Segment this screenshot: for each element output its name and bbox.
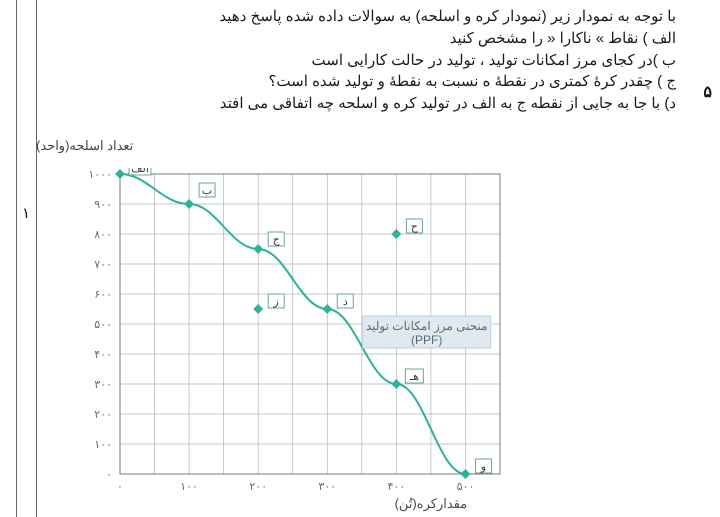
y-axis-title: تعداد اسلحه(واحد) bbox=[36, 138, 133, 154]
svg-text:منحنی مرز امکانات تولید: منحنی مرز امکانات تولید bbox=[366, 319, 488, 333]
question-intro: با توجه به نمودار زیر (نمودار کره و اسلح… bbox=[219, 6, 676, 28]
svg-text:۷۰۰: ۷۰۰ bbox=[94, 259, 112, 271]
ppf-chart-svg: ۰ ۱۰۰ ۲۰۰ ۳۰۰ ۴۰۰ ۵۰۰ ۰ ۱۰۰ ۲۰۰ ۳۰۰ ۴۰۰ ۵۰۰ ۶۰۰ ۷۰۰ ۸۰… bbox=[60, 168, 530, 516]
question-part-c: ج ) چقدر کرهٔ کمتری در نقطهٔ ه نسبت به ن… bbox=[219, 71, 676, 93]
svg-text:۱۰۰: ۱۰۰ bbox=[94, 439, 112, 451]
svg-text:۱۰۰: ۱۰۰ bbox=[180, 481, 198, 493]
vertical-rule bbox=[16, 0, 17, 517]
question-part-b: ب )در کجای مرز امکانات تولید ، تولید در … bbox=[219, 50, 676, 72]
svg-text:(PPF): (PPF) bbox=[411, 333, 442, 347]
svg-text:۱۰۰۰: ۱۰۰۰ bbox=[88, 169, 112, 181]
svg-text:۵۰۰: ۵۰۰ bbox=[457, 481, 475, 493]
svg-text:مقدارکره(تُن): مقدارکره(تُن) bbox=[395, 496, 468, 512]
svg-text:ز: ز bbox=[273, 296, 279, 308]
svg-text:هـ: هـ bbox=[409, 371, 419, 383]
svg-text:ح: ح bbox=[411, 221, 419, 233]
svg-text:۴۰۰: ۴۰۰ bbox=[387, 481, 405, 493]
ppf-chart: ۰ ۱۰۰ ۲۰۰ ۳۰۰ ۴۰۰ ۵۰۰ ۰ ۱۰۰ ۲۰۰ ۳۰۰ ۴۰۰ ۵۰۰ ۶۰۰ ۷۰۰ ۸۰… bbox=[60, 168, 530, 516]
svg-text:ج: ج bbox=[273, 234, 281, 246]
svg-text:۰: ۰ bbox=[106, 469, 112, 481]
svg-text:۵۰۰: ۵۰۰ bbox=[94, 319, 112, 331]
question-part-a: الف ) نقاط » ناکارا « را مشخص کنید bbox=[219, 28, 676, 50]
svg-text:۶۰۰: ۶۰۰ bbox=[94, 289, 112, 301]
svg-text:الف: الف bbox=[131, 168, 149, 175]
svg-text:۲۰۰: ۲۰۰ bbox=[249, 481, 267, 493]
question-part-d: د) با جا به جایی از نقطه ج به الف در تول… bbox=[219, 93, 676, 115]
question-score: ۱ bbox=[22, 204, 30, 222]
question-number: ۵ bbox=[703, 82, 712, 102]
svg-text:۳۰۰: ۳۰۰ bbox=[318, 481, 336, 493]
svg-text:۸۰۰: ۸۰۰ bbox=[94, 229, 112, 241]
svg-text:۴۰۰: ۴۰۰ bbox=[94, 349, 112, 361]
page-root: ۵ ۱ با توجه به نمودار زیر (نمودار کره و … bbox=[0, 0, 720, 517]
svg-text:و: و bbox=[480, 461, 486, 473]
svg-text:ب: ب bbox=[202, 185, 212, 197]
svg-text:۹۰۰: ۹۰۰ bbox=[94, 199, 112, 211]
svg-text:د: د bbox=[343, 296, 348, 308]
question-text: با توجه به نمودار زیر (نمودار کره و اسلح… bbox=[219, 6, 676, 115]
svg-text:۳۰۰: ۳۰۰ bbox=[94, 379, 112, 391]
svg-text:۲۰۰: ۲۰۰ bbox=[94, 409, 112, 421]
vertical-rule bbox=[36, 0, 37, 517]
svg-text:۰: ۰ bbox=[117, 481, 123, 493]
